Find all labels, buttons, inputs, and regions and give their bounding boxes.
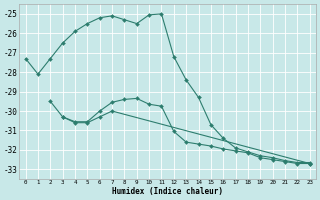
X-axis label: Humidex (Indice chaleur): Humidex (Indice chaleur) — [112, 187, 223, 196]
